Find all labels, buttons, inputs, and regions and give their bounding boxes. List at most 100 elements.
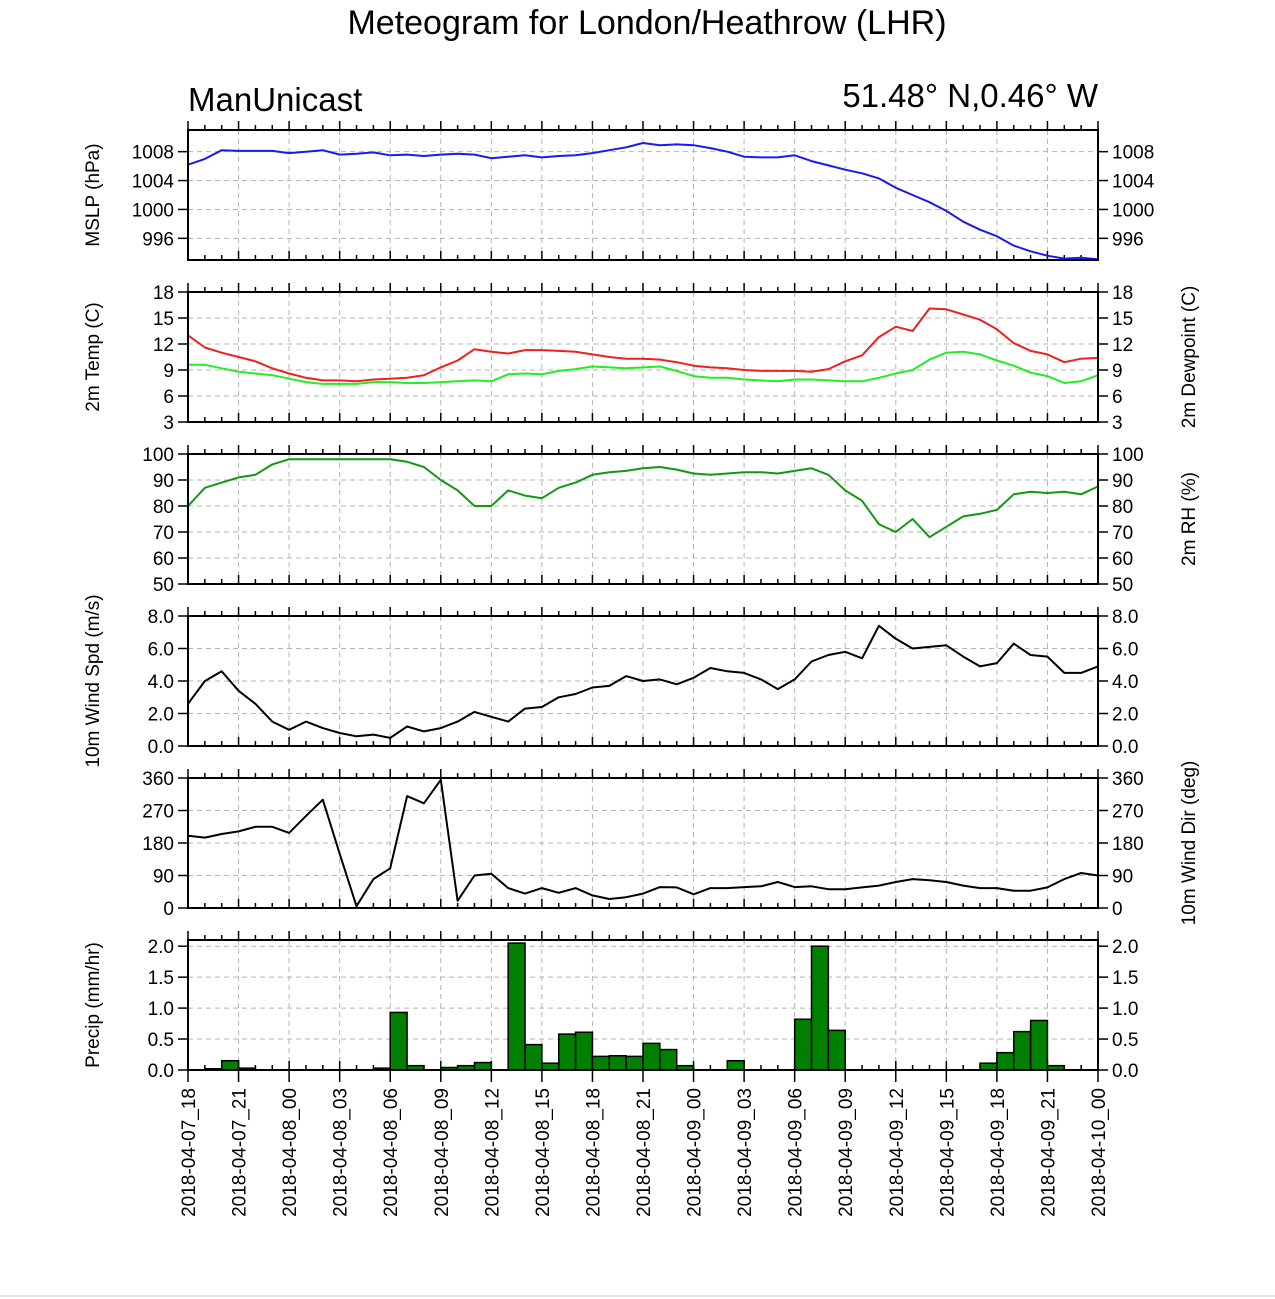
y-tick-label-right: 18 <box>1112 283 1133 304</box>
precip-bar <box>726 1059 745 1071</box>
y-axis-label-right: 2m RH (%) <box>1179 472 1200 566</box>
precip-bar <box>979 1062 998 1071</box>
y-axis-label-left: MSLP (hPa) <box>83 143 104 246</box>
x-date-label: 2018-04-09_15 <box>937 1088 958 1217</box>
y-tick-label-left: 3 <box>163 413 174 434</box>
panel-wspd: 0.0 0.0 2.0 2.0 4.0 4.0 6.0 6.0 8.0 8.0 10m Wind S… <box>83 594 1138 767</box>
x-date-label: 2018-04-09_09 <box>836 1088 857 1217</box>
y-tick-label-left: 90 <box>153 471 174 492</box>
y-axis-label-left: Precip (mm/hr) <box>83 942 104 1068</box>
y-tick-label-left: 2.0 <box>148 705 174 726</box>
precip-bar <box>473 1061 493 1071</box>
y-tick-label-left: 1008 <box>132 143 174 164</box>
y-tick-label-left: 50 <box>153 575 174 596</box>
y-tick-label-left: 1.0 <box>148 999 174 1020</box>
precip-bar <box>524 1043 543 1071</box>
y-tick-label-right: 9 <box>1112 361 1123 382</box>
series-line-temp-1 <box>188 350 1099 385</box>
y-tick-label-right: 0 <box>1112 899 1123 920</box>
y-tick-label-left: 1000 <box>132 200 174 221</box>
panel-wdir: 0 0 90 90 180 180 270 270 360 360 10m Wind Dir (de… <box>142 761 1200 926</box>
x-date-label: 2018-04-08_09 <box>432 1088 453 1217</box>
y-tick-label-right: 1.0 <box>1112 999 1138 1020</box>
y-tick-label-right: 90 <box>1112 471 1133 492</box>
x-date-label: 2018-04-09_12 <box>887 1088 908 1217</box>
y-tick-label-left: 1.5 <box>148 968 174 989</box>
precip-bar <box>608 1055 627 1071</box>
panel-rh: 50 50 60 60 70 70 80 80 90 90 100 100 2m RH (%) <box>142 445 1200 596</box>
y-tick-label-right: 4.0 <box>1112 672 1138 693</box>
x-date-label: 2018-04-09_18 <box>988 1088 1009 1217</box>
precip-bar <box>507 942 526 1071</box>
y-tick-label-left: 360 <box>142 769 174 790</box>
y-axis-label-right: 10m Wind Dir (deg) <box>1179 761 1200 926</box>
panel-frame <box>187 291 1099 423</box>
y-tick-label-right: 50 <box>1112 575 1133 596</box>
series-line-mslp-0 <box>187 142 1099 261</box>
panel-frame <box>187 129 1099 261</box>
y-tick-label-right: 1008 <box>1112 143 1154 164</box>
y-tick-label-left: 0.0 <box>148 1061 174 1082</box>
y-tick-label-right: 12 <box>1112 335 1133 356</box>
precip-bar <box>591 1055 611 1071</box>
y-tick-label-left: 9 <box>163 361 174 382</box>
x-date-label: 2018-04-08_03 <box>331 1088 352 1217</box>
x-date-label: 2018-04-07_18 <box>179 1088 200 1217</box>
y-tick-label-left: 100 <box>142 445 174 466</box>
y-tick-label-right: 70 <box>1112 523 1133 544</box>
y-tick-label-right: 996 <box>1112 229 1144 250</box>
y-tick-label-left: 0.0 <box>148 737 174 758</box>
x-date-label: 2018-04-08_12 <box>482 1088 503 1217</box>
x-date-label: 2018-04-08_18 <box>583 1088 604 1217</box>
y-tick-label-right: 270 <box>1112 802 1144 823</box>
y-tick-label-right: 180 <box>1112 834 1144 855</box>
precip-bar <box>1029 1019 1049 1071</box>
y-tick-label-right: 0.0 <box>1112 737 1138 758</box>
x-date-label: 2018-04-09_03 <box>735 1088 756 1217</box>
x-date-label: 2018-04-08_00 <box>280 1088 301 1217</box>
x-date-label: 2018-04-09_21 <box>1038 1088 1059 1217</box>
x-date-label: 2018-04-08_06 <box>381 1088 402 1217</box>
location-coords: 51.48° N,0.46° W <box>842 77 1099 114</box>
x-date-label: 2018-04-09_00 <box>685 1088 706 1217</box>
series-line-wspd-0 <box>187 624 1099 739</box>
precip-bar <box>1012 1030 1032 1071</box>
y-tick-label-left: 2.0 <box>148 937 174 958</box>
panel-precip: 0.0 0.0 0.5 0.5 1.0 1.0 1.5 1.5 2.0 2.0 Precip (mm… <box>83 931 1138 1082</box>
y-tick-label-left: 0 <box>163 899 174 920</box>
precip-bar <box>625 1055 644 1071</box>
y-tick-label-right: 90 <box>1112 867 1133 888</box>
y-tick-label-left: 70 <box>153 523 174 544</box>
y-tick-label-left: 1004 <box>132 172 175 193</box>
y-tick-label-left: 80 <box>153 497 174 518</box>
y-axis-label-right: 2m Dewpoint (C) <box>1179 286 1200 429</box>
y-tick-label-right: 360 <box>1112 769 1144 790</box>
y-tick-label-left: 18 <box>153 283 174 304</box>
precip-bar <box>659 1048 678 1071</box>
precip-bar <box>574 1031 594 1071</box>
series-line-rh-0 <box>187 458 1099 539</box>
precip-bar <box>642 1042 661 1071</box>
x-date-label: 2018-04-08_21 <box>634 1088 655 1217</box>
y-tick-label-right: 1004 <box>1112 172 1155 193</box>
x-axis: 2018-04-07_18 2018-04-07_21 2018-04-08_00 2… <box>179 1070 1110 1217</box>
y-tick-label-right: 3 <box>1112 413 1123 434</box>
panel-frame <box>187 777 1099 909</box>
y-tick-label-right: 0.0 <box>1112 1061 1138 1082</box>
y-tick-label-left: 90 <box>153 867 174 888</box>
y-tick-label-right: 1.5 <box>1112 968 1138 989</box>
y-tick-label-right: 15 <box>1112 309 1133 330</box>
panel-temp: 3 3 6 6 9 9 12 12 15 15 18 18 2m Temp (C) 2m Dewpoint… <box>83 283 1200 434</box>
precip-bar <box>389 1011 408 1071</box>
chart-title: Meteogram for London/Heathrow (LHR) <box>347 4 946 42</box>
y-tick-label-left: 0.5 <box>148 1030 174 1051</box>
y-tick-label-right: 6 <box>1112 387 1123 408</box>
y-tick-label-right: 0.5 <box>1112 1030 1138 1051</box>
x-date-label: 2018-04-07_21 <box>230 1088 251 1217</box>
y-tick-label-left: 180 <box>142 834 174 855</box>
precip-bar <box>557 1033 577 1071</box>
y-tick-label-right: 80 <box>1112 497 1133 518</box>
y-tick-label-left: 270 <box>142 802 174 823</box>
precip-bar <box>793 1018 813 1071</box>
